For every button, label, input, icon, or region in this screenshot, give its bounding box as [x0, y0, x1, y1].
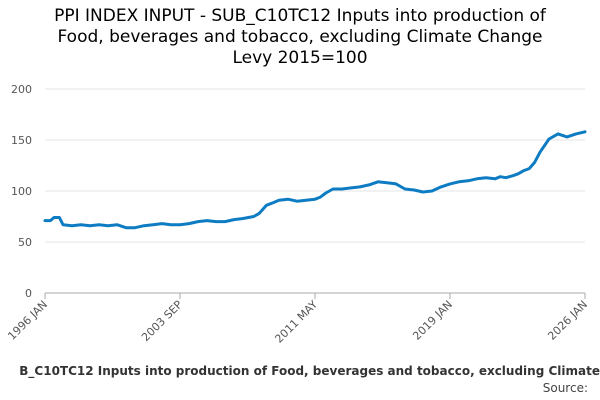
chart-title-line-1: PPI INDEX INPUT - SUB_C10TC12 Inputs int…	[54, 6, 546, 26]
series-line	[43, 130, 587, 230]
legend-series-name: B_C10TC12 Inputs into production of Food…	[19, 364, 600, 378]
x-tick-label: 2026 JAN	[545, 298, 590, 343]
y-tick-label: 100	[11, 185, 32, 198]
y-tick-label: 50	[18, 236, 32, 249]
y-tick-label: 150	[11, 134, 32, 147]
chart-title-line-2: Food, beverages and tobacco, excluding C…	[57, 27, 543, 47]
chart-title-line-3: Levy 2015=100	[232, 48, 368, 68]
x-tick-label: 2003 SEP	[139, 298, 185, 344]
x-tick-label: 2019 JAN	[410, 298, 455, 343]
y-tick-label: 200	[11, 83, 32, 96]
x-tick-label: 1996 JAN	[5, 298, 50, 343]
x-tick-label: 2011 MAY	[272, 298, 320, 346]
legend: B_C10TC12 Inputs into production of Food…	[0, 364, 600, 382]
source-label: Source:	[542, 381, 588, 395]
chart-title: PPI INDEX INPUT - SUB_C10TC12 Inputs int…	[0, 6, 600, 69]
y-tick-label: 0	[25, 287, 32, 300]
